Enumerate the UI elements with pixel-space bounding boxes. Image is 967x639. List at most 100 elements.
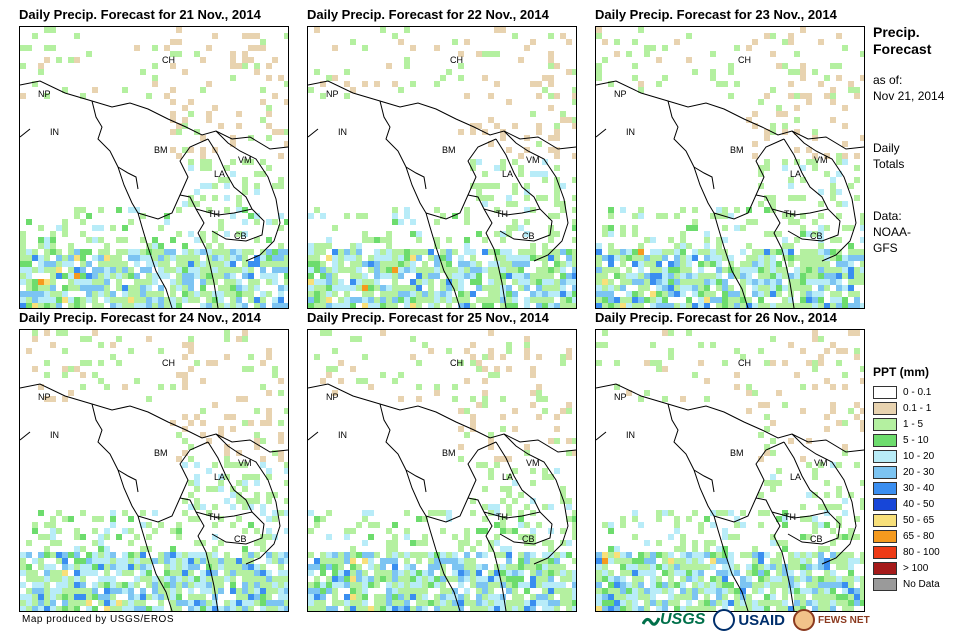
country-label-in: IN xyxy=(626,127,635,137)
country-label-bm: BM xyxy=(442,145,456,155)
country-border xyxy=(503,130,569,262)
country-border xyxy=(379,403,427,517)
data-source-line3: GFS xyxy=(873,241,898,255)
country-label-la: LA xyxy=(214,169,226,179)
legend-label: 65 - 80 xyxy=(903,530,935,542)
country-label-np: NP xyxy=(326,392,339,402)
country-label-cb: CB xyxy=(234,534,247,544)
asof-date: Nov 21, 2014 xyxy=(873,89,945,103)
country-label-cb: CB xyxy=(810,534,823,544)
country-border xyxy=(596,80,864,150)
country-border xyxy=(667,403,715,517)
country-label-bm: BM xyxy=(154,448,168,458)
ppt-legend: PPT (mm) 0 - 0.1 0.1 - 1 1 - 5 5 - 10 10 - 2… xyxy=(873,364,965,592)
legend-swatch xyxy=(873,561,897,575)
country-border xyxy=(791,433,857,565)
fewsnet-logo-text: FEWS NET xyxy=(818,614,870,626)
legend-label: 40 - 50 xyxy=(903,498,935,510)
country-label-ch: CH xyxy=(162,358,175,368)
legend-label: No Data xyxy=(903,578,940,590)
country-border xyxy=(495,138,541,210)
country-border xyxy=(137,515,173,611)
legend-label: 0.1 - 1 xyxy=(903,402,932,414)
country-border xyxy=(596,128,607,138)
precip-raster xyxy=(596,27,864,308)
legend-item: 1 - 5 xyxy=(873,416,965,432)
panel-title: Daily Precip. Forecast for 22 Nov., 2014 xyxy=(307,7,549,22)
precip-raster xyxy=(308,330,576,611)
country-border xyxy=(483,511,553,545)
country-border xyxy=(667,100,715,214)
legend-item: 20 - 30 xyxy=(873,464,965,480)
country-border xyxy=(713,441,785,523)
country-label-ch: CH xyxy=(738,358,751,368)
legend-item: 65 - 80 xyxy=(873,528,965,544)
fewsnet-logo: FEWS NET xyxy=(793,609,870,631)
legend-label: 1 - 5 xyxy=(903,418,924,430)
precip-map: CH NP IN BM LA VM TH CB xyxy=(595,329,865,612)
country-label-cb: CB xyxy=(234,231,247,241)
data-source-label: Data: xyxy=(873,209,902,223)
side-title-line2: Forecast xyxy=(873,41,932,57)
country-border xyxy=(137,138,209,220)
country-border xyxy=(771,511,841,545)
country-border xyxy=(308,128,319,138)
country-label-la: LA xyxy=(790,169,802,179)
country-label-la: LA xyxy=(502,169,514,179)
country-label-vm: VM xyxy=(814,155,828,165)
country-border xyxy=(596,383,864,453)
country-border xyxy=(791,130,857,262)
legend-swatch xyxy=(873,529,897,543)
legend-item: 0.1 - 1 xyxy=(873,400,965,416)
precip-raster xyxy=(20,330,288,611)
country-border xyxy=(693,166,715,190)
country-border xyxy=(215,130,281,262)
country-label-la: LA xyxy=(790,472,802,482)
country-label-th: TH xyxy=(496,512,508,522)
country-border xyxy=(783,441,829,513)
legend-swatch xyxy=(873,449,897,463)
legend-label: 20 - 30 xyxy=(903,466,935,478)
legend-label: 80 - 100 xyxy=(903,546,940,558)
country-border xyxy=(20,383,288,453)
country-border xyxy=(137,441,209,523)
country-border xyxy=(425,515,461,611)
precip-raster xyxy=(308,27,576,308)
legend-label: 0 - 0.1 xyxy=(903,386,932,398)
map-credit: Map produced by USGS/EROS xyxy=(22,614,175,625)
panel-title: Daily Precip. Forecast for 26 Nov., 2014 xyxy=(595,310,837,325)
legend-swatch xyxy=(873,545,897,559)
country-label-in: IN xyxy=(338,127,347,137)
panel-title: Daily Precip. Forecast for 21 Nov., 2014 xyxy=(19,7,261,22)
precip-raster xyxy=(20,27,288,308)
country-label-vm: VM xyxy=(526,458,540,468)
legend-label: 50 - 65 xyxy=(903,514,935,526)
asof-label: as of: xyxy=(873,73,903,87)
legend-item: 80 - 100 xyxy=(873,544,965,560)
country-label-bm: BM xyxy=(730,448,744,458)
legend-label: 5 - 10 xyxy=(903,434,929,446)
legend-title: PPT (mm) xyxy=(873,365,930,379)
legend-swatch xyxy=(873,497,897,511)
country-border xyxy=(379,100,427,214)
country-border xyxy=(713,212,749,308)
country-border xyxy=(179,497,219,611)
legend-swatch xyxy=(873,465,897,479)
country-border xyxy=(425,441,497,523)
country-label-th: TH xyxy=(208,512,220,522)
country-border xyxy=(755,194,795,308)
country-border xyxy=(215,433,281,565)
legend-item: 5 - 10 xyxy=(873,432,965,448)
precip-map: CH NP IN BM LA VM TH CB xyxy=(307,26,577,309)
country-label-th: TH xyxy=(496,209,508,219)
country-border xyxy=(596,431,607,441)
data-source-line2: NOAA- xyxy=(873,225,912,239)
country-label-np: NP xyxy=(326,89,339,99)
totals-line1: Daily xyxy=(873,141,900,155)
country-border xyxy=(713,138,785,220)
precip-map: CH NP IN BM LA VM TH CB xyxy=(19,329,289,612)
country-border xyxy=(20,128,31,138)
country-label-vm: VM xyxy=(238,155,252,165)
agency-logos: USGS USAID FEWS NET xyxy=(642,604,878,636)
country-label-np: NP xyxy=(38,392,51,402)
